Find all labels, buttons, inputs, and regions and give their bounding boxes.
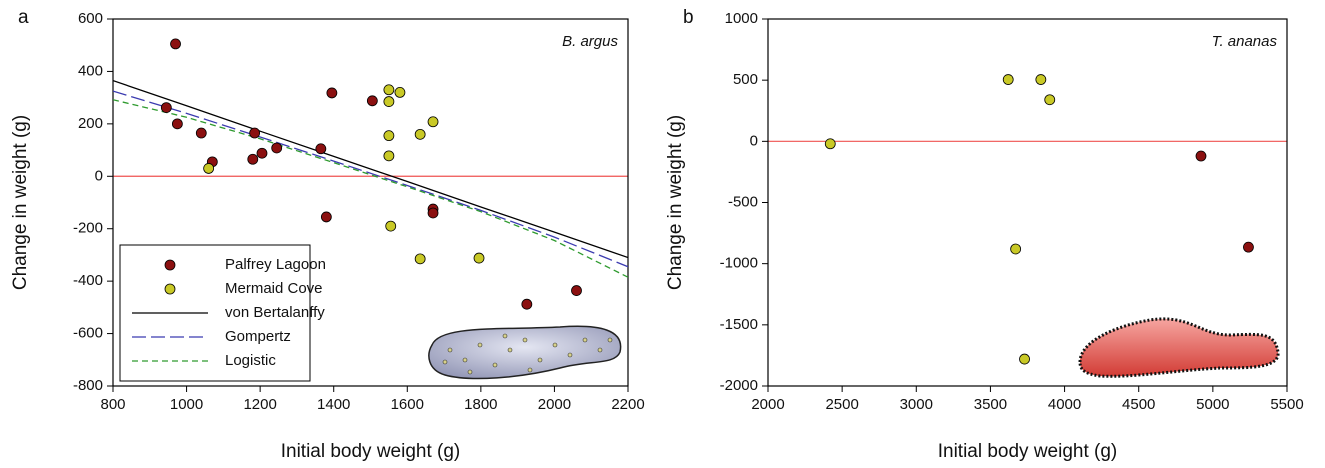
y-tick-label: 600: [78, 10, 103, 27]
x-tick-label: 5500: [1270, 396, 1303, 413]
plots: a B. argus Initial body weight (g) Change i…: [10, 7, 1304, 462]
y-tick-label: 500: [733, 71, 758, 88]
x-tick-label: 4500: [1122, 396, 1155, 413]
data-point: [1019, 353, 1030, 365]
data-point: [385, 220, 397, 232]
x-tick-label: 2000: [751, 396, 784, 413]
data-point: [824, 138, 836, 150]
plot-frame: [112, 18, 629, 387]
data-point: [1010, 243, 1022, 255]
y-tick-label: 400: [78, 62, 103, 79]
data-point: [571, 285, 582, 296]
y-axis-label: Change in weight (g): [10, 115, 31, 290]
y-tick-label: -1000: [720, 255, 758, 272]
legend-label: Logistic: [225, 352, 276, 369]
y-tick-label: 200: [78, 115, 103, 132]
legend-marker: [164, 259, 176, 271]
y-tick-label: 1000: [725, 10, 758, 27]
y-tick-label: -1500: [720, 316, 758, 333]
data-point: [315, 143, 327, 155]
model-line: [113, 90, 628, 268]
data-point: [383, 150, 395, 162]
y-axis-label: Change in weight (g): [665, 115, 686, 290]
legend-label: von Bertalanffy: [225, 304, 325, 321]
data-point: [394, 87, 406, 98]
data-point: [383, 130, 395, 142]
data-point: [326, 87, 338, 99]
legend-label: Palfrey Lagoon: [225, 256, 326, 273]
x-tick-label: 4000: [1048, 396, 1081, 413]
x-tick-label: 2000: [538, 396, 571, 413]
x-tick-label: 800: [100, 396, 125, 413]
data-point: [171, 118, 183, 130]
data-point: [383, 96, 395, 107]
data-point: [414, 253, 426, 265]
data-point: [366, 95, 378, 107]
x-tick-label: 2500: [825, 396, 858, 413]
y-tick-label: -600: [73, 325, 103, 342]
annotation: B. argus: [562, 33, 618, 50]
data-point: [160, 102, 172, 114]
panel-label: a: [18, 7, 29, 28]
illustration-tananas: [1078, 317, 1280, 378]
x-tick-label: 1800: [464, 396, 497, 413]
illustration-bargus: [428, 325, 622, 380]
data-point: [414, 128, 426, 140]
data-point: [1002, 74, 1014, 85]
x-tick-label: 1000: [170, 396, 203, 413]
data-point: [427, 207, 439, 219]
panel-label: b: [683, 7, 694, 28]
data-point: [256, 147, 268, 159]
x-tick-label: 3500: [974, 396, 1007, 413]
y-tick-label: -2000: [720, 377, 758, 394]
data-point: [271, 142, 283, 154]
plot-frame: [767, 18, 1288, 387]
data-point: [383, 84, 395, 96]
data-point: [1044, 94, 1056, 106]
legend-marker: [164, 283, 176, 295]
x-tick-label: 2200: [611, 396, 644, 413]
y-tick-label: -500: [728, 193, 758, 210]
model-line: [113, 79, 628, 259]
data-point: [521, 298, 533, 310]
y-tick-label: -800: [73, 377, 103, 394]
data-point: [170, 38, 181, 50]
data-point: [427, 116, 439, 128]
data-point: [203, 163, 215, 174]
legend-label: Mermaid Cove: [225, 280, 323, 297]
annotation: T. ananas: [1212, 33, 1278, 50]
data-point: [473, 252, 485, 264]
y-tick-label: -200: [73, 220, 103, 237]
data-point: [1035, 74, 1047, 85]
data-point: [1195, 150, 1207, 162]
model-line: [113, 99, 628, 278]
data-point: [247, 153, 259, 165]
x-tick-label: 1600: [391, 396, 424, 413]
data-point: [1243, 241, 1254, 253]
data-point: [195, 127, 207, 139]
y-tick-label: 0: [95, 167, 103, 184]
x-tick-label: 1200: [243, 396, 276, 413]
legend-label: Gompertz: [225, 328, 291, 345]
x-axis-label: Initial body weight (g): [281, 441, 461, 462]
y-tick-label: -400: [73, 272, 103, 289]
x-tick-label: 5000: [1196, 396, 1229, 413]
x-axis-label: Initial body weight (g): [938, 441, 1118, 462]
data-point: [249, 127, 261, 139]
x-tick-label: 3000: [900, 396, 933, 413]
data-point: [320, 211, 332, 223]
x-tick-label: 1400: [317, 396, 350, 413]
y-tick-label: 0: [750, 132, 758, 149]
